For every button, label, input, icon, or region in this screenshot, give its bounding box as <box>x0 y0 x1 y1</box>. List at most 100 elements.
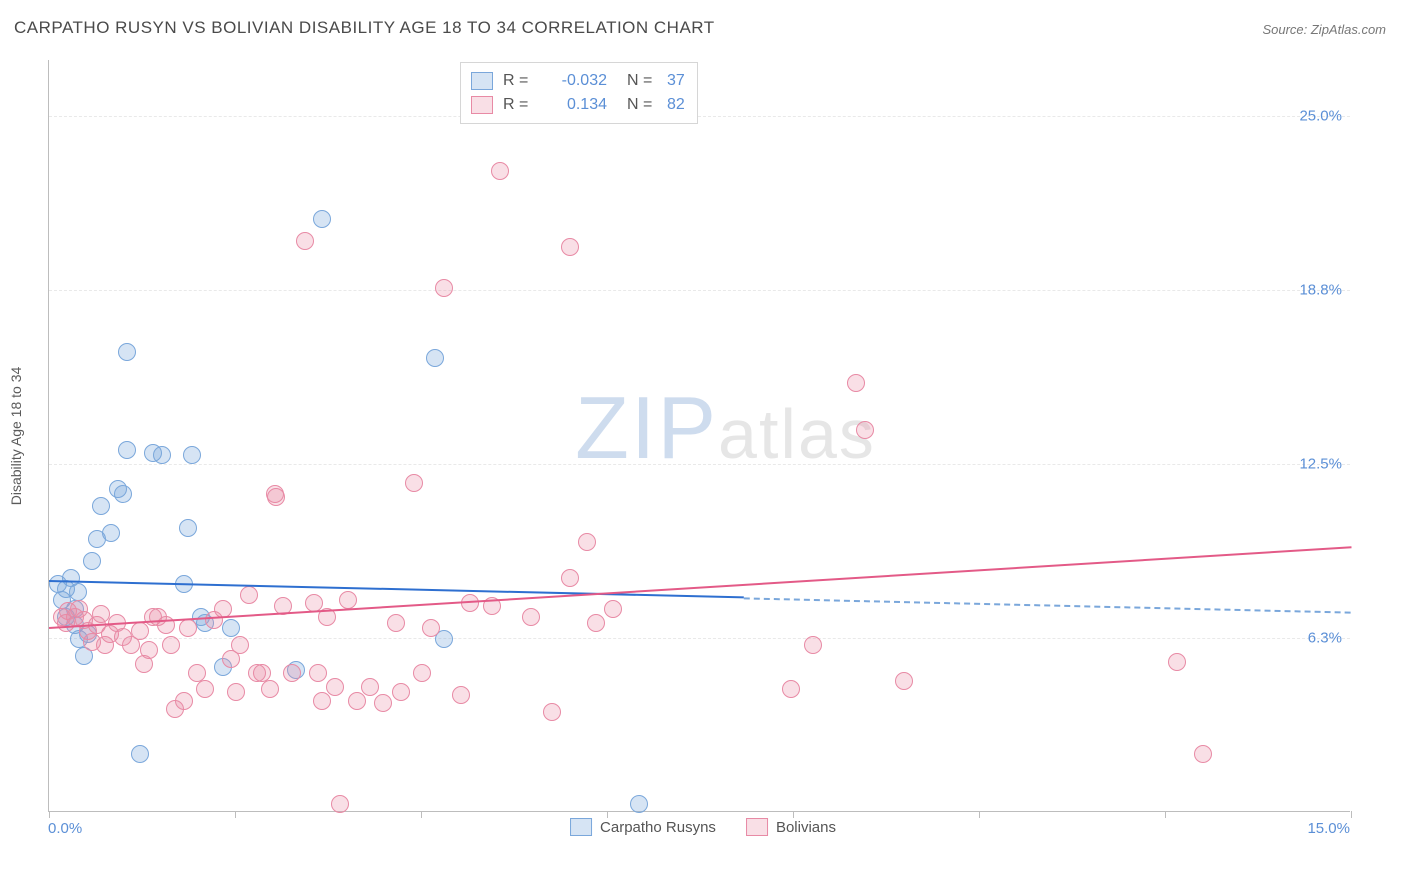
legend-row-carpatho: R = -0.032 N = 37 <box>471 69 685 93</box>
data-point-bolivian <box>804 636 822 654</box>
data-point-carpatho <box>179 519 197 537</box>
x-tick <box>1165 811 1166 818</box>
legend-item-carpatho: Carpatho Rusyns <box>570 818 716 836</box>
y-tick-label: 6.3% <box>1308 629 1342 646</box>
data-point-bolivian <box>604 600 622 618</box>
data-point-bolivian <box>283 664 301 682</box>
data-point-bolivian <box>313 692 331 710</box>
data-point-bolivian <box>267 488 285 506</box>
data-point-bolivian <box>361 678 379 696</box>
data-point-carpatho <box>630 795 648 813</box>
data-point-bolivian <box>452 686 470 704</box>
data-point-bolivian <box>261 680 279 698</box>
r-label: R = <box>503 69 537 93</box>
data-point-bolivian <box>1168 653 1186 671</box>
data-point-carpatho <box>222 619 240 637</box>
data-point-bolivian <box>561 569 579 587</box>
x-tick <box>979 811 980 818</box>
data-point-carpatho <box>183 446 201 464</box>
data-point-bolivian <box>131 622 149 640</box>
data-point-bolivian <box>587 614 605 632</box>
legend-correlation: R = -0.032 N = 37 R = 0.134 N = 82 <box>460 62 698 124</box>
gridline-h <box>49 116 1350 117</box>
legend-item-bolivian: Bolivians <box>746 818 836 836</box>
data-point-bolivian <box>309 664 327 682</box>
swatch-carpatho <box>570 818 592 836</box>
legend-label-bolivian: Bolivians <box>776 819 836 836</box>
x-axis-max-label: 15.0% <box>1307 820 1350 837</box>
data-point-bolivian <box>782 680 800 698</box>
x-tick <box>49 811 50 818</box>
data-point-bolivian <box>392 683 410 701</box>
data-point-bolivian <box>196 680 214 698</box>
y-tick-label: 12.5% <box>1299 455 1342 472</box>
data-point-bolivian <box>856 421 874 439</box>
data-point-bolivian <box>296 232 314 250</box>
chart-title: CARPATHO RUSYN VS BOLIVIAN DISABILITY AG… <box>14 18 715 38</box>
n-value-carpatho: 37 <box>667 69 685 93</box>
data-point-carpatho <box>92 497 110 515</box>
data-point-carpatho <box>426 349 444 367</box>
data-point-bolivian <box>188 664 206 682</box>
r-value-bolivian: 0.134 <box>547 93 607 117</box>
x-axis-min-label: 0.0% <box>48 820 82 837</box>
legend-series: Carpatho Rusyns Bolivians <box>570 818 836 836</box>
data-point-bolivian <box>422 619 440 637</box>
data-point-carpatho <box>313 210 331 228</box>
n-label: N = <box>627 93 657 117</box>
data-point-bolivian <box>374 694 392 712</box>
r-label: R = <box>503 93 537 117</box>
data-point-bolivian <box>522 608 540 626</box>
data-point-carpatho <box>114 485 132 503</box>
gridline-h <box>49 290 1350 291</box>
data-point-carpatho <box>83 552 101 570</box>
swatch-carpatho <box>471 72 493 90</box>
data-point-bolivian <box>578 533 596 551</box>
x-tick <box>1351 811 1352 818</box>
data-point-carpatho <box>153 446 171 464</box>
y-tick-label: 18.8% <box>1299 281 1342 298</box>
n-label: N = <box>627 69 657 93</box>
data-point-bolivian <box>227 683 245 701</box>
y-tick-label: 25.0% <box>1299 107 1342 124</box>
plot-area: ZIPatlas 25.0%18.8%12.5%6.3% <box>48 60 1350 812</box>
chart-source: Source: ZipAtlas.com <box>1262 22 1386 37</box>
data-point-bolivian <box>435 279 453 297</box>
legend-label-carpatho: Carpatho Rusyns <box>600 819 716 836</box>
data-point-bolivian <box>491 162 509 180</box>
data-point-bolivian <box>253 664 271 682</box>
data-point-bolivian <box>326 678 344 696</box>
r-value-carpatho: -0.032 <box>547 69 607 93</box>
legend-row-bolivian: R = 0.134 N = 82 <box>471 93 685 117</box>
data-point-bolivian <box>331 795 349 813</box>
x-tick <box>421 811 422 818</box>
y-axis-title: Disability Age 18 to 34 <box>8 367 24 506</box>
gridline-h <box>49 464 1350 465</box>
data-point-bolivian <box>140 641 158 659</box>
data-point-bolivian <box>543 703 561 721</box>
watermark-zip: ZIP <box>575 378 718 477</box>
x-tick <box>793 811 794 818</box>
data-point-carpatho <box>118 343 136 361</box>
data-point-bolivian <box>179 619 197 637</box>
x-tick <box>235 811 236 818</box>
data-point-bolivian <box>1194 745 1212 763</box>
data-point-bolivian <box>175 692 193 710</box>
data-point-carpatho <box>131 745 149 763</box>
data-point-carpatho <box>118 441 136 459</box>
data-point-bolivian <box>240 586 258 604</box>
data-point-bolivian <box>162 636 180 654</box>
data-point-bolivian <box>387 614 405 632</box>
swatch-bolivian <box>746 818 768 836</box>
data-point-bolivian <box>339 591 357 609</box>
data-point-bolivian <box>895 672 913 690</box>
swatch-bolivian <box>471 96 493 114</box>
x-tick <box>607 811 608 818</box>
data-point-bolivian <box>231 636 249 654</box>
data-point-bolivian <box>561 238 579 256</box>
data-point-carpatho <box>102 524 120 542</box>
data-point-bolivian <box>348 692 366 710</box>
data-point-carpatho <box>69 583 87 601</box>
data-point-bolivian <box>413 664 431 682</box>
data-point-bolivian <box>847 374 865 392</box>
